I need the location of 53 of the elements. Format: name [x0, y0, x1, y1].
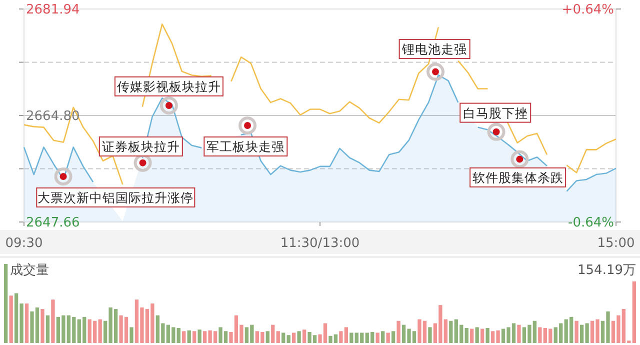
bar	[297, 331, 301, 343]
bar	[24, 304, 29, 343]
bar	[9, 296, 13, 343]
bar	[130, 327, 134, 343]
annotation: 证券板块拉升	[102, 138, 180, 154]
bar	[302, 330, 306, 343]
bar	[470, 328, 474, 343]
bar	[187, 330, 191, 343]
y2-tick-label: +0.64%	[562, 2, 614, 18]
bar	[428, 327, 432, 343]
bar	[350, 332, 354, 343]
bar	[391, 331, 396, 343]
annotation: 软件股集体杀跌	[472, 170, 564, 185]
y-tick-label: 2647.66	[26, 216, 80, 230]
x-tick-label: 15:00	[597, 236, 635, 251]
annotation: 154.19万	[578, 263, 636, 278]
bar	[475, 327, 479, 343]
annotation: 锂电池走强	[401, 42, 468, 57]
bar	[386, 332, 390, 343]
bar	[4, 264, 8, 343]
bar	[192, 331, 196, 343]
bar	[396, 320, 400, 343]
y-tick-label: 2681.94	[26, 2, 80, 18]
bar	[46, 315, 50, 343]
bar	[517, 324, 521, 343]
bar	[480, 328, 484, 343]
bar	[266, 331, 270, 343]
bar	[464, 328, 468, 343]
bar	[198, 330, 202, 343]
bar	[276, 331, 280, 343]
bar	[381, 331, 385, 343]
bar	[282, 332, 286, 343]
annotation: 大票次新中铝国际拉升涨停	[38, 190, 194, 205]
annotation: 军工板块走强	[206, 138, 285, 154]
annotation: 白马股下挫	[462, 105, 528, 120]
bar	[98, 319, 102, 343]
bar	[51, 300, 55, 343]
bar	[574, 320, 578, 343]
bar	[292, 332, 296, 343]
bar	[449, 320, 453, 343]
bar	[286, 335, 290, 343]
y2-tick-label: -0.64%	[568, 216, 614, 230]
chart-title: 成交量	[10, 262, 49, 278]
bar	[376, 332, 380, 343]
bar	[182, 331, 186, 343]
x-tick-label: 09:30	[5, 236, 43, 251]
bar	[486, 328, 490, 343]
x-tick-label: 11:30/13:00	[280, 236, 360, 251]
annotation: 传媒影视板块拉升	[116, 78, 221, 94]
bar	[176, 328, 180, 343]
bar	[40, 309, 44, 343]
bar	[538, 327, 542, 343]
bar	[271, 324, 275, 343]
